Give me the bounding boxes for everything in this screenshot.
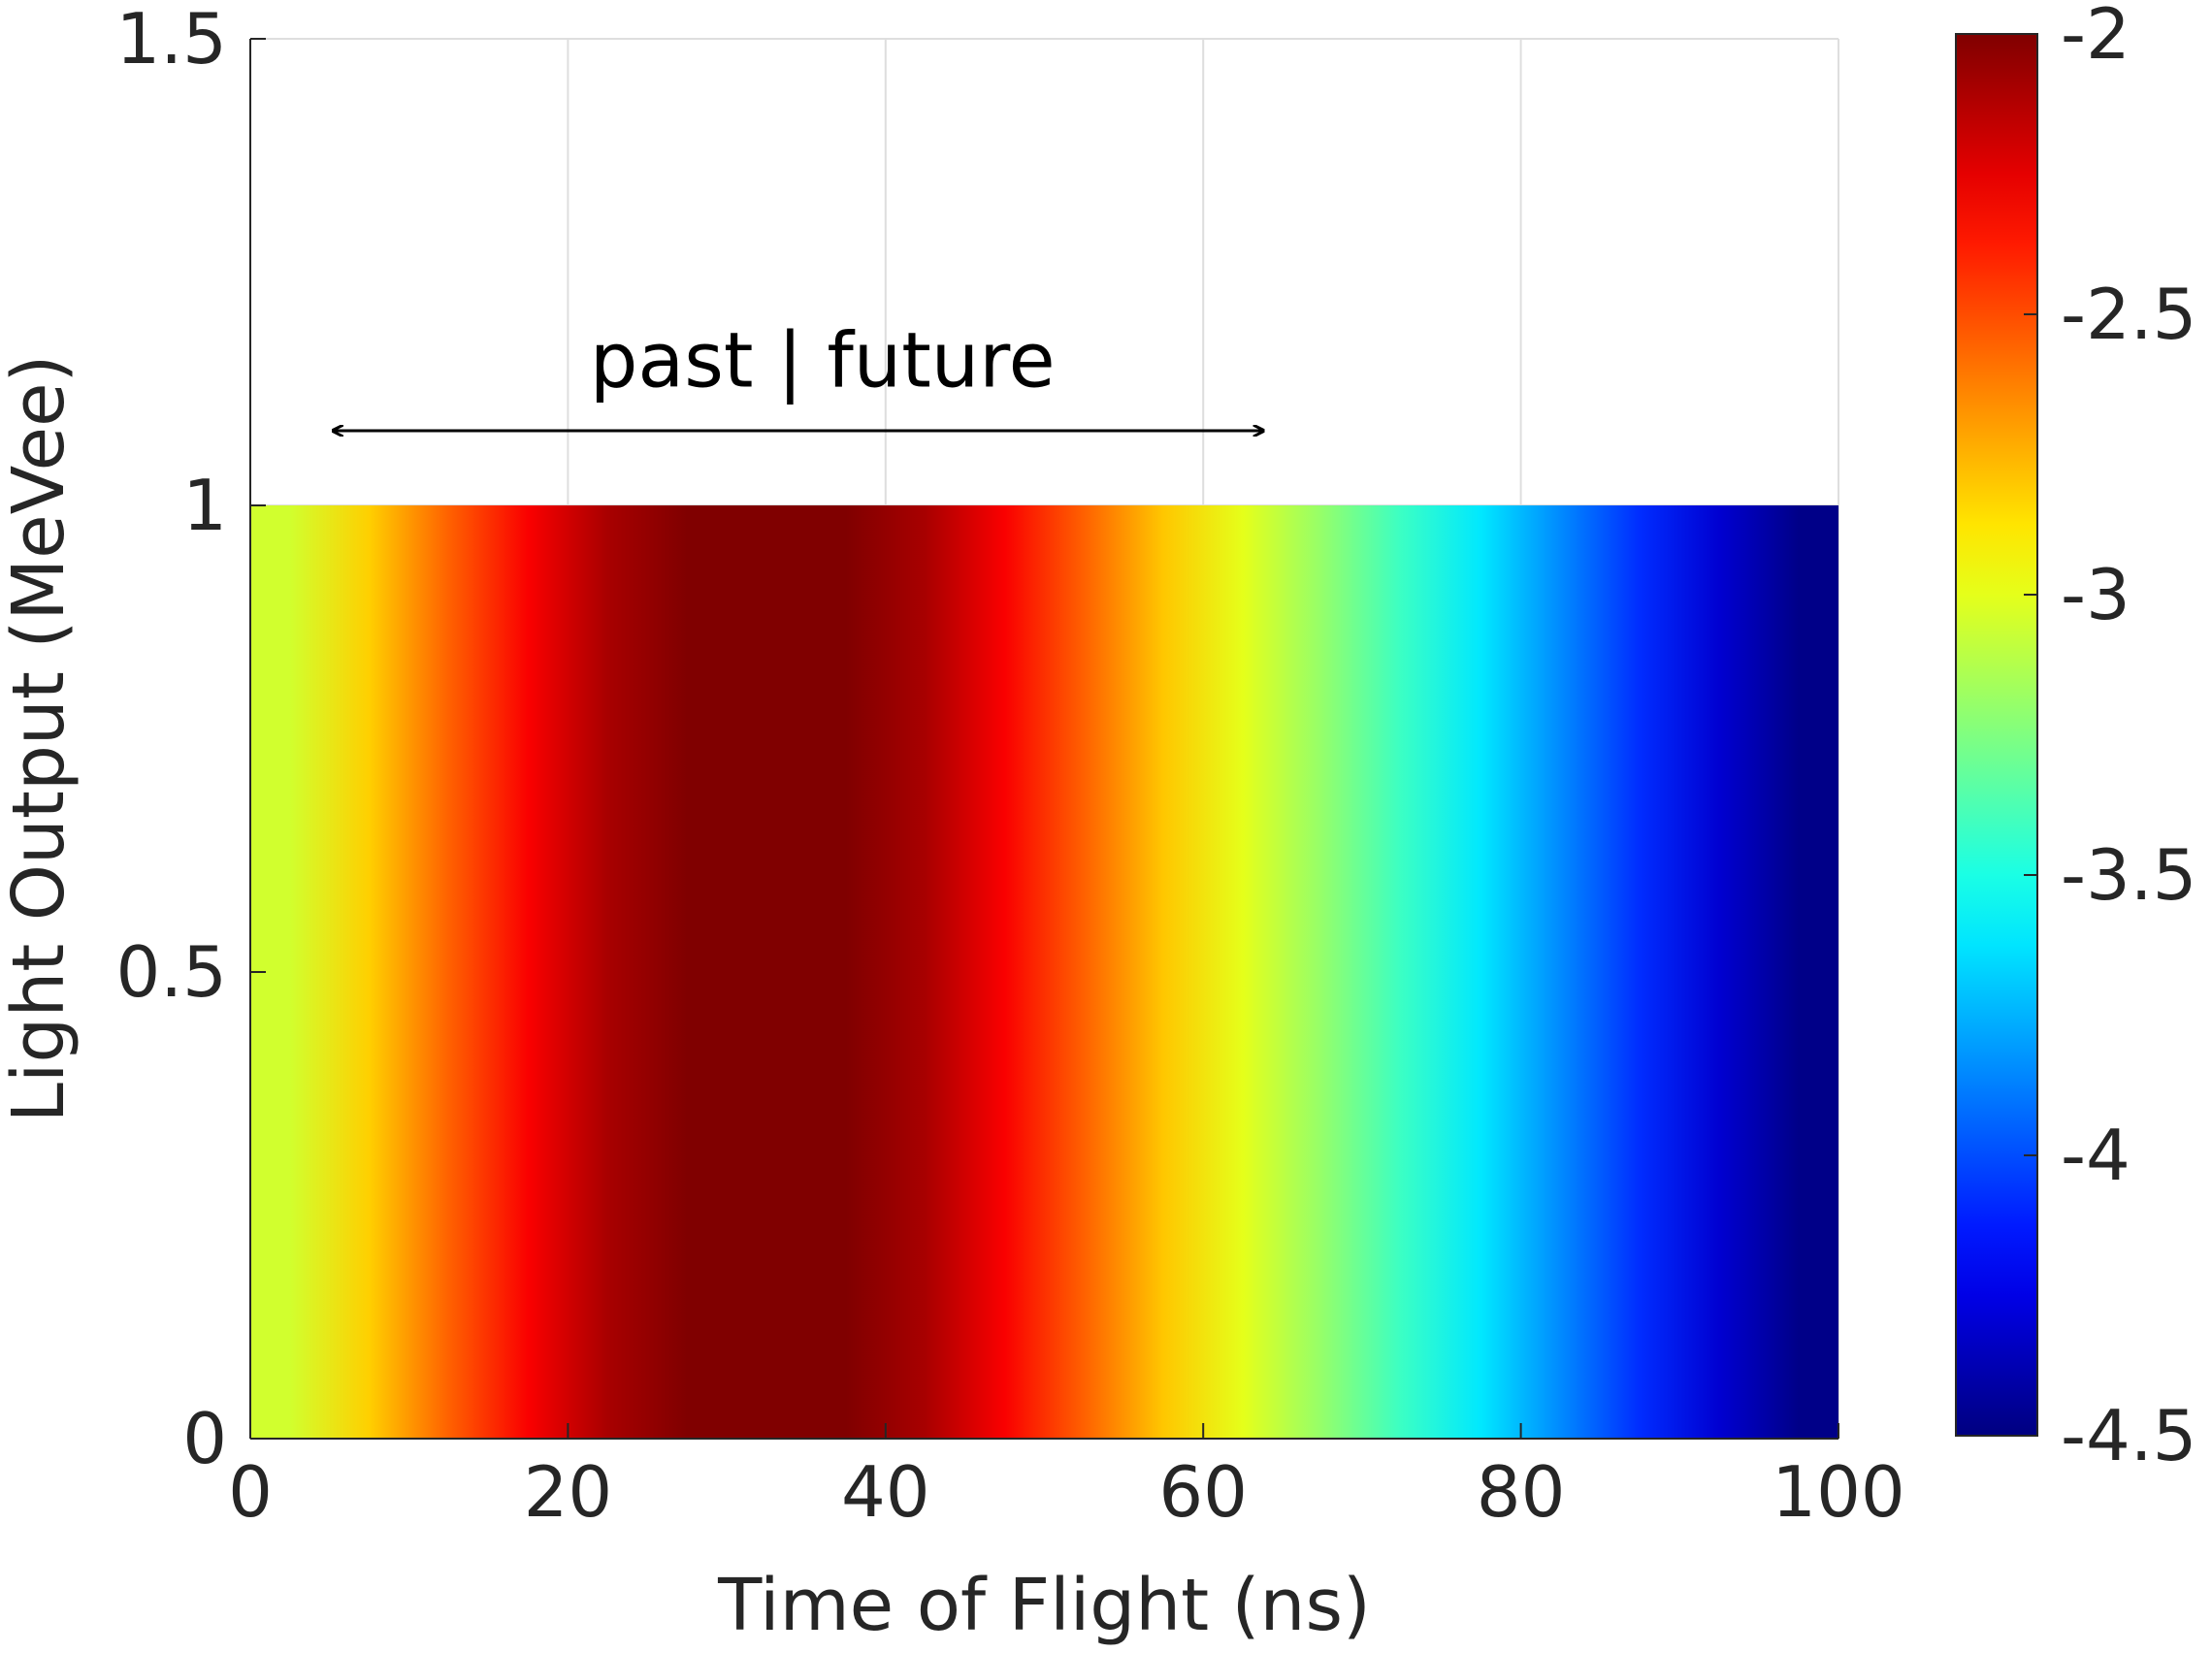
- annotation: past | future: [334, 318, 1263, 431]
- colorbar: -2 -2.5 -3 -3.5 -4 -4.5: [1955, 0, 2196, 1476]
- heatmap-area: [250, 505, 1838, 1439]
- heatmap-cell: [1283, 505, 1362, 1439]
- axes: 0 20 40 60 80 100 0 0.5 1 1.5: [115, 0, 1904, 1533]
- colorbar-tick-label: -4: [2061, 1115, 2131, 1196]
- heatmap-cell: [965, 505, 1045, 1439]
- heatmap-cell: [1203, 505, 1283, 1439]
- y-tick-label: 1.5: [115, 0, 227, 80]
- heatmap-cell: [489, 505, 569, 1439]
- x-tick-label: 80: [1477, 1451, 1566, 1533]
- heatmap-cell: [1521, 505, 1601, 1439]
- heatmap-cell: [568, 505, 647, 1439]
- heatmap-cell: [1679, 505, 1759, 1439]
- heatmap-cell: [330, 505, 409, 1439]
- heatmap-cell: [1045, 505, 1124, 1439]
- x-tick-label: 0: [228, 1451, 273, 1533]
- heatmap-cell: [1600, 505, 1679, 1439]
- heatmap-cell: [727, 505, 806, 1439]
- colorbar-tick-label: -3.5: [2061, 834, 2196, 916]
- x-tick-label: 40: [841, 1451, 930, 1533]
- y-axis-label: Light Output (MeVee): [0, 355, 81, 1123]
- y-tick-label: 1: [182, 465, 227, 546]
- colorbar-tick-label: -2: [2061, 0, 2131, 75]
- colorbar-tick-label: -3: [2061, 554, 2131, 635]
- annotation-text: past | future: [590, 318, 1056, 405]
- heatmap-cell: [1759, 505, 1838, 1439]
- heatmap-cell: [1442, 505, 1521, 1439]
- x-tick-label: 20: [524, 1451, 613, 1533]
- x-tick-label: 100: [1772, 1451, 1904, 1533]
- y-tick-label: 0: [182, 1398, 227, 1479]
- heatmap-cell: [647, 505, 727, 1439]
- heatmap-cell: [806, 505, 886, 1439]
- heatmap-cell: [1362, 505, 1442, 1439]
- heatmap-fill: [250, 505, 1838, 1439]
- heatmap-cell: [1123, 505, 1203, 1439]
- colorbar-tick-label: -4.5: [2061, 1395, 2196, 1476]
- heatmap-cell: [886, 505, 965, 1439]
- colorbar-gradient: [1955, 33, 2038, 1437]
- colorbar-tick-label: -2.5: [2061, 274, 2196, 355]
- heatmap-cell: [409, 505, 489, 1439]
- x-tick-label: 60: [1158, 1451, 1248, 1533]
- y-tick-label: 0.5: [115, 931, 227, 1013]
- x-axis-label: Time of Flight (ns): [717, 1564, 1371, 1647]
